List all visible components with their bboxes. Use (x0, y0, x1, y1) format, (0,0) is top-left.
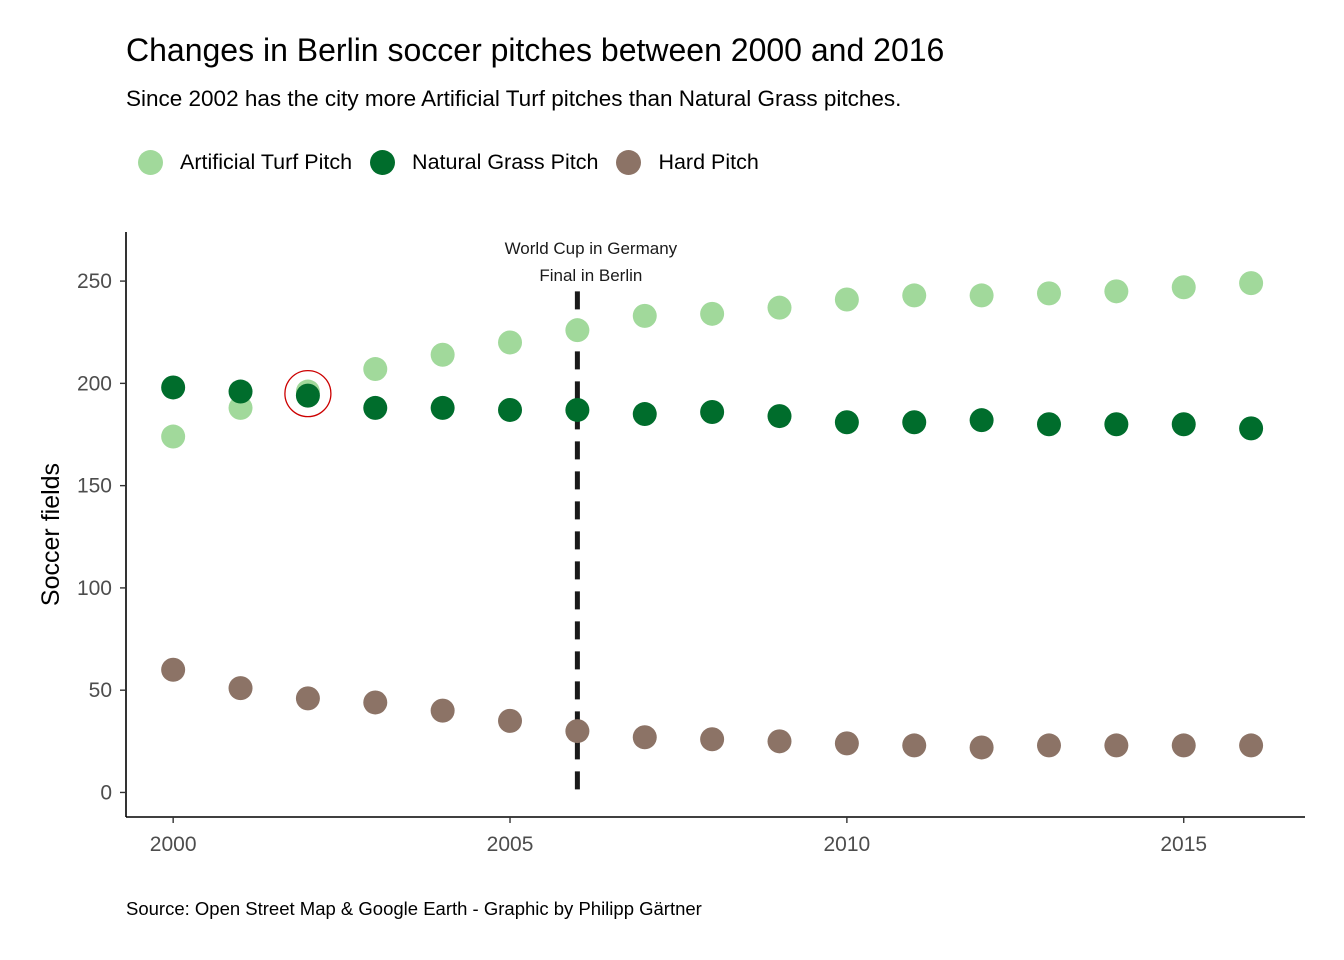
point-natural-grass-pitch (430, 395, 455, 420)
point-artificial-turf-pitch (632, 303, 657, 328)
x-tick-label: 2000 (150, 833, 197, 856)
point-artificial-turf-pitch (430, 342, 455, 367)
point-natural-grass-pitch (1104, 412, 1129, 437)
point-artificial-turf-pitch (902, 283, 927, 308)
chart-subtitle: Since 2002 has the city more Artificial … (126, 86, 902, 111)
point-natural-grass-pitch (632, 402, 657, 427)
point-artificial-turf-pitch (498, 330, 523, 355)
point-hard-pitch (1171, 733, 1196, 758)
point-artificial-turf-pitch (834, 287, 859, 312)
point-natural-grass-pitch (1036, 412, 1061, 437)
legend-label-artificial-turf: Artificial Turf Pitch (180, 150, 353, 174)
legend-item-artificial-turf: Artificial Turf Pitch (138, 150, 352, 175)
point-natural-grass-pitch (1239, 416, 1264, 441)
axes: 0 50 100 150 200 250 2000 2005 2010 2015 Soccer fi… (37, 232, 1305, 856)
point-hard-pitch (565, 719, 590, 744)
highlight-circle (284, 369, 332, 418)
legend-item-hard-pitch: Hard Pitch (616, 150, 759, 175)
point-hard-pitch (700, 727, 725, 752)
y-tick-label: 150 (77, 475, 112, 498)
x-tick-label: 2010 (824, 833, 871, 856)
point-artificial-turf-pitch (565, 318, 590, 343)
point-hard-pitch (902, 733, 927, 758)
point-hard-pitch (161, 657, 186, 682)
y-axis-title: Soccer fields (37, 463, 65, 606)
point-natural-grass-pitch (295, 383, 320, 408)
point-artificial-turf-pitch (1104, 279, 1129, 304)
world-cup-annotation: World Cup in Germany Final in Berlin (505, 239, 678, 285)
x-tick-label: 2005 (487, 833, 534, 856)
chart-caption: Source: Open Street Map & Google Earth -… (126, 898, 702, 919)
point-hard-pitch (430, 698, 455, 723)
point-natural-grass-pitch (161, 375, 186, 400)
legend-label-hard-pitch: Hard Pitch (658, 150, 759, 174)
point-hard-pitch (498, 708, 523, 733)
point-natural-grass-pitch (565, 397, 590, 422)
point-artificial-turf-pitch (1239, 271, 1264, 296)
point-artificial-turf-pitch (1036, 281, 1061, 306)
x-tick-label: 2015 (1160, 833, 1207, 856)
annotation-line: World Cup in Germany (505, 239, 678, 258)
y-tick-label: 0 (100, 781, 112, 804)
point-artificial-turf-pitch (969, 283, 994, 308)
point-hard-pitch (767, 729, 792, 754)
legend-key-artificial-turf (138, 150, 163, 175)
point-hard-pitch (632, 725, 657, 750)
point-natural-grass-pitch (767, 404, 792, 429)
point-hard-pitch (1036, 733, 1061, 758)
point-artificial-turf-pitch (767, 295, 792, 320)
point-natural-grass-pitch (902, 410, 927, 435)
legend: Artificial Turf Pitch Natural Grass Pitc… (138, 150, 777, 175)
y-tick-label: 100 (77, 577, 112, 600)
point-hard-pitch (1239, 733, 1264, 758)
point-hard-pitch (834, 731, 859, 756)
annotation-line: Final in Berlin (539, 266, 642, 285)
point-artificial-turf-pitch (1171, 275, 1196, 300)
point-hard-pitch (1104, 733, 1129, 758)
y-tick-label: 200 (77, 372, 112, 395)
data-points (161, 271, 1264, 760)
point-hard-pitch (295, 686, 320, 711)
y-tick-label: 250 (77, 270, 112, 293)
point-natural-grass-pitch (700, 400, 725, 424)
point-hard-pitch (363, 690, 388, 715)
legend-key-natural-grass (370, 150, 396, 175)
point-artificial-turf-pitch (161, 424, 186, 449)
chart-title: Changes in Berlin soccer pitches between… (126, 32, 945, 68)
legend-item-natural-grass: Natural Grass Pitch (370, 150, 598, 175)
point-artificial-turf-pitch (363, 357, 388, 382)
point-hard-pitch (228, 676, 253, 701)
point-hard-pitch (969, 735, 994, 760)
y-tick-label: 50 (89, 679, 112, 702)
point-natural-grass-pitch (363, 395, 388, 420)
point-natural-grass-pitch (834, 410, 859, 435)
legend-key-hard-pitch (616, 150, 642, 175)
point-natural-grass-pitch (969, 408, 994, 433)
point-artificial-turf-pitch (700, 301, 725, 326)
legend-label-natural-grass: Natural Grass Pitch (412, 150, 599, 174)
point-natural-grass-pitch (228, 379, 253, 404)
point-natural-grass-pitch (498, 397, 523, 422)
point-natural-grass-pitch (1171, 412, 1196, 437)
